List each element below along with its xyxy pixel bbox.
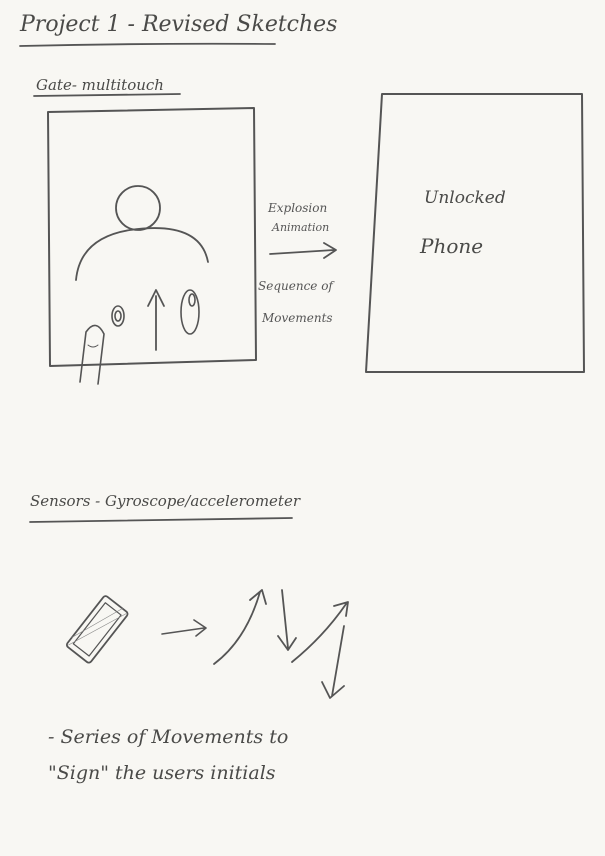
head-shape [115,185,161,231]
note-line: - Series of Movements to [48,726,289,748]
section-heading-multitouch: Gate- multitouch [36,76,164,94]
tilted-phone-icon [66,595,129,664]
phone-label: Phone [420,234,484,258]
heading-underline [33,93,181,97]
sequence-label: Movements [262,311,333,325]
gesture-stroke [277,589,297,651]
gesture-stroke [213,589,267,665]
page-title: Project 1 - Revised Sketches [20,12,338,37]
touch-point-icon [111,305,125,327]
unlocked-label: Unlocked [424,188,506,208]
touch-point-icon [180,289,200,335]
transition-arrow-icon [269,242,337,259]
shoulders-shape [75,227,209,281]
phone-frame-left [47,107,257,367]
title-underline [19,42,276,47]
section-heading-sensors: Sensors - Gyroscope/accelerometer [30,492,301,510]
phone-frame-right [365,93,585,373]
sequence-label: Sequence of [258,279,333,293]
heading-underline [29,517,293,523]
note-line: "Sign" the users initials [48,762,276,784]
finger-icon [79,324,105,385]
up-arrow-icon [147,289,165,351]
gesture-arrow-icon [161,619,207,637]
gesture-stroke [291,601,349,663]
arrow-label: Explosion [268,201,328,215]
gesture-stroke [321,625,345,699]
arrow-label: Animation [272,221,330,234]
